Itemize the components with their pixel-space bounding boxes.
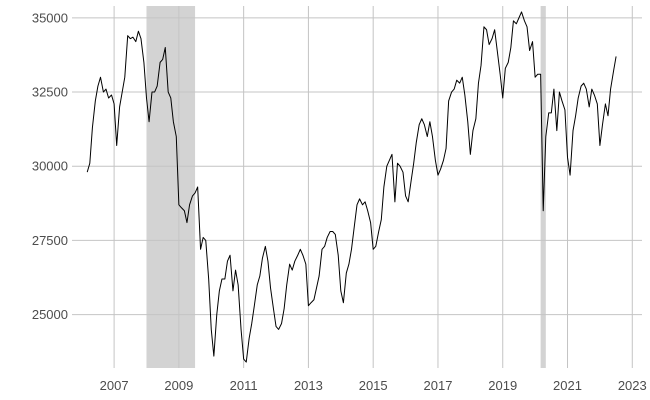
- series-line-0: [86, 11, 617, 363]
- x-tick-label-0: 2007: [100, 378, 129, 393]
- y-tick-label-4: 35000: [32, 10, 68, 25]
- x-tick-label-4: 2015: [359, 378, 388, 393]
- x-tick-label-6: 2019: [488, 378, 517, 393]
- x-tick-label-3: 2013: [294, 378, 323, 393]
- x-tick-label-1: 2009: [164, 378, 193, 393]
- x-tick-label-5: 2017: [424, 378, 453, 393]
- y-axis-tick-labels: 25000 27500 30000 32500 35000: [32, 10, 68, 322]
- x-tick-label-2: 2011: [230, 378, 258, 393]
- x-tick-label-8: 2023: [618, 378, 647, 393]
- x-axis-tick-labels: 2007 2009 2011 2013 2015 2017 2019 2021 2023: [100, 378, 647, 393]
- y-tick-label-0: 25000: [32, 307, 68, 322]
- grid-lines: [72, 6, 642, 368]
- y-tick-label-2: 30000: [32, 159, 68, 174]
- y-tick-label-3: 32500: [32, 85, 68, 100]
- shaded-periods: [146, 6, 546, 368]
- x-tick-label-7: 2021: [553, 378, 582, 393]
- y-tick-label-1: 27500: [32, 233, 68, 248]
- series-group: [86, 11, 617, 363]
- shaded-period-0: [146, 6, 196, 368]
